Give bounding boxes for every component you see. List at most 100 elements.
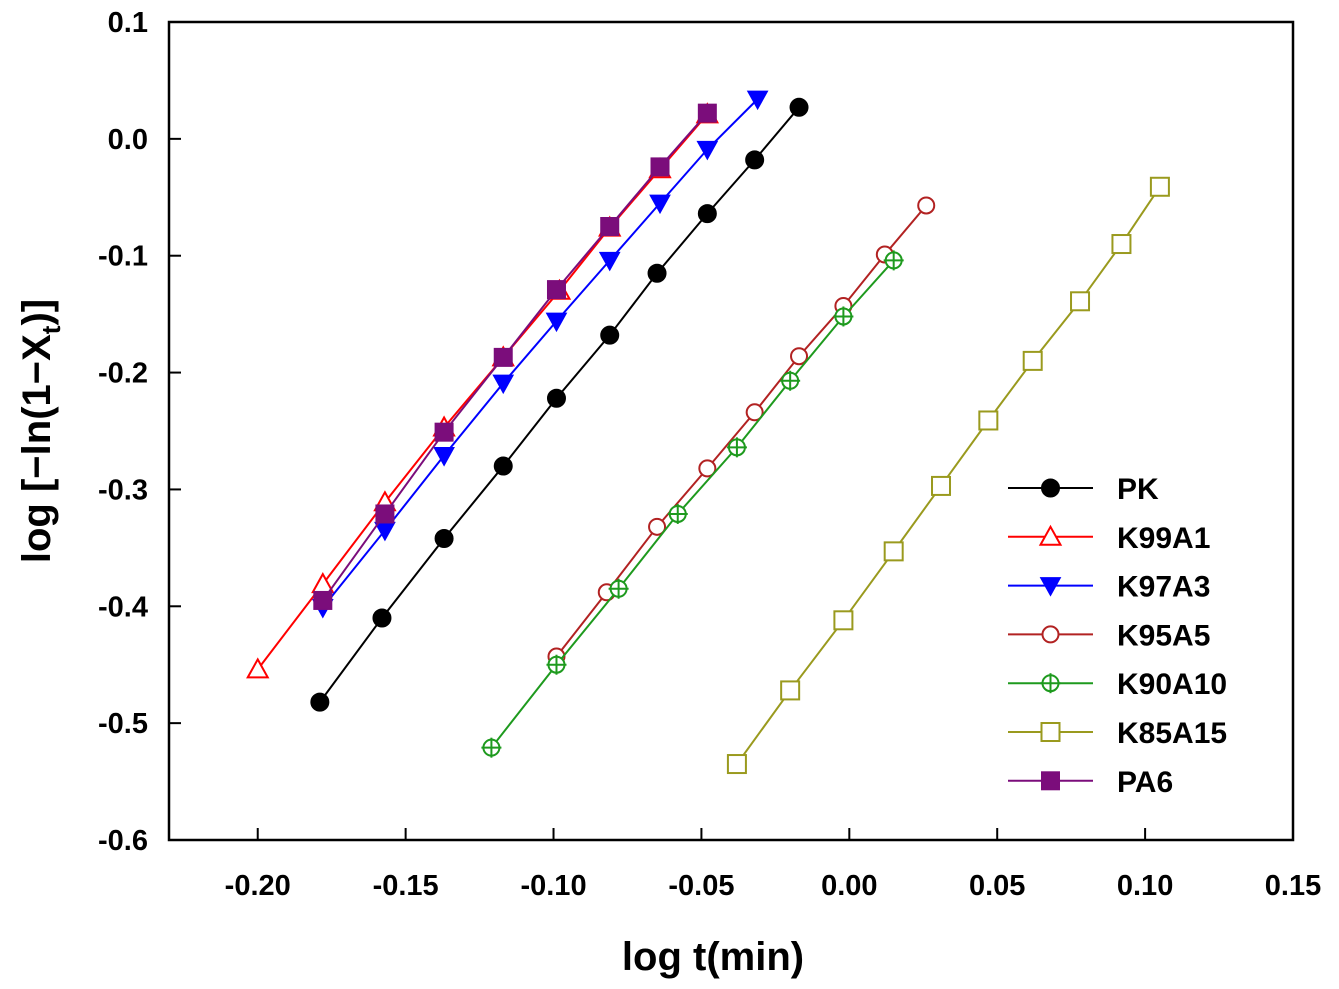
legend-marker-k85a15	[1040, 722, 1061, 742]
data-point-k85a15	[1022, 350, 1043, 371]
series-pk	[310, 97, 809, 712]
legend-marker-k95a5	[1041, 625, 1060, 644]
x-tick-label: -0.05	[668, 870, 734, 902]
series-line-pk	[319, 106, 800, 703]
y-tick-label: 0.1	[108, 7, 148, 39]
data-point-k97a3	[649, 194, 671, 215]
data-point-k85a15	[1070, 291, 1091, 312]
legend-label: PA6	[1117, 766, 1173, 799]
legend-item-pk: PK	[1008, 473, 1159, 506]
legend-marker-k99a1	[1038, 524, 1063, 546]
data-point-pk	[310, 692, 330, 712]
data-point-k85a15	[833, 610, 854, 631]
data-point-k95a5	[648, 517, 667, 536]
data-point-k90a10	[481, 737, 502, 758]
data-point-pk	[372, 608, 392, 628]
x-axis: -0.20 -0.15 -0.10 -0.05 0.00 0.05 0.10 0.15	[225, 828, 1321, 902]
y-tick-label: 0.0	[108, 124, 148, 156]
data-point-k97a3	[492, 374, 515, 395]
x-tick-label: 0.15	[1265, 870, 1321, 902]
data-point-k97a3	[433, 447, 455, 467]
data-point-k90a10	[833, 306, 854, 327]
data-point-k99a1	[246, 657, 270, 679]
y-tick-label: -0.2	[98, 358, 148, 390]
series-k97a3	[311, 90, 769, 619]
data-point-pa6	[600, 217, 620, 236]
data-point-pa6	[697, 103, 717, 123]
x-tick-label: 0.10	[1117, 870, 1173, 902]
data-point-pk	[546, 388, 566, 408]
data-point-pa6	[375, 504, 395, 524]
series-line-k90a10	[490, 259, 895, 749]
legend-item-k99a1: K99A1	[1008, 522, 1210, 555]
y-tick-label: -0.6	[98, 825, 148, 857]
x-tick-label: -0.20	[225, 870, 291, 902]
legend-item-k90a10: K90A10	[1008, 668, 1227, 701]
data-point-k85a15	[931, 475, 952, 496]
x-axis-title: log t(min)	[622, 935, 804, 979]
legend-label: K97A3	[1117, 571, 1210, 604]
y-tick-label: -0.5	[98, 708, 148, 740]
y-axis-title-end: )]	[15, 299, 59, 326]
series-line-k85a15	[736, 186, 1161, 765]
legend-marker-pk	[1041, 478, 1060, 498]
data-point-k97a3	[746, 90, 769, 111]
y-axis-title: log [−ln(1−Xt)]	[15, 299, 66, 563]
legend-item-pa6: PA6	[1008, 766, 1173, 799]
x-tick-label: -0.15	[373, 870, 439, 902]
data-point-k85a15	[883, 541, 904, 562]
data-point-k85a15	[1111, 234, 1132, 255]
data-point-k95a5	[745, 403, 764, 422]
plot-frame	[167, 20, 1295, 842]
series-k95a5	[547, 196, 936, 666]
legend-label: K85A15	[1117, 717, 1227, 750]
data-point-pa6	[313, 590, 333, 610]
x-tick-label: -0.10	[520, 870, 586, 902]
data-point-k90a10	[546, 654, 567, 675]
y-tick-label: -0.1	[98, 241, 148, 273]
data-point-k85a15	[1149, 176, 1170, 197]
plot-area-border	[167, 20, 1295, 842]
legend-item-k95a5: K95A5	[1008, 619, 1210, 652]
data-point-pk	[789, 97, 809, 117]
legend-item-k85a15: K85A15	[1008, 717, 1227, 750]
series-k90a10	[481, 250, 904, 758]
series-line-pa6	[321, 112, 709, 602]
data-point-k85a15	[726, 754, 747, 775]
legend-item-k97a3: K97A3	[1008, 571, 1210, 604]
data-point-k85a15	[780, 680, 801, 701]
data-point-pk	[697, 204, 717, 224]
legend: PK K99A1 K97A3 K95A5 K90A10 K85A15 PA6	[1008, 473, 1227, 799]
data-point-pa6	[493, 347, 513, 367]
y-axis-title-subscript: t	[36, 325, 66, 334]
data-point-pa6	[434, 422, 454, 442]
x-tick-label: 0.05	[969, 870, 1025, 902]
data-point-k97a3	[696, 140, 719, 161]
legend-marker-pa6	[1041, 771, 1060, 791]
legend-label: PK	[1117, 473, 1159, 506]
legend-label: K95A5	[1117, 619, 1210, 652]
data-point-pk	[647, 263, 667, 283]
y-axis-title-main: log [−ln(1−X	[15, 334, 59, 563]
y-axis: 0.1 0.0 -0.1 -0.2 -0.3 -0.4 -0.5 -0.6	[98, 7, 181, 857]
legend-label: K99A1	[1117, 522, 1210, 555]
data-point-pa6	[650, 157, 670, 177]
x-tick-label: 0.00	[821, 870, 877, 902]
data-point-k90a10	[883, 250, 904, 271]
y-tick-label: -0.4	[98, 591, 148, 623]
data-point-pk	[434, 529, 454, 549]
data-point-k90a10	[726, 437, 747, 458]
data-point-pk	[745, 150, 765, 170]
data-point-k95a5	[917, 196, 936, 215]
legend-marker-k90a10	[1040, 673, 1061, 694]
series-layer	[246, 90, 1170, 775]
legend-marker-k97a3	[1039, 577, 1062, 597]
data-point-k95a5	[790, 347, 809, 366]
data-point-k97a3	[598, 251, 621, 272]
data-point-k97a3	[545, 312, 568, 333]
data-point-k90a10	[608, 578, 629, 599]
legend-label: K90A10	[1117, 668, 1227, 701]
data-point-k85a15	[978, 410, 999, 431]
series-k85a15	[726, 176, 1170, 775]
